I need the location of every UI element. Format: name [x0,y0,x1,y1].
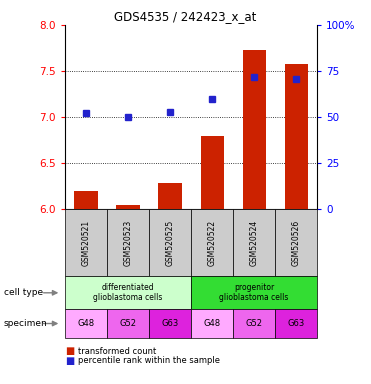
Text: differentiated
glioblastoma cells: differentiated glioblastoma cells [93,283,162,303]
Bar [158,184,181,209]
Text: G52: G52 [119,319,137,328]
Text: G48: G48 [78,319,95,328]
Text: percentile rank within the sample: percentile rank within the sample [78,356,220,366]
Text: GSM520522: GSM520522 [208,220,217,266]
Bar [243,50,266,209]
Text: progenitor
glioblastoma cells: progenitor glioblastoma cells [220,283,289,303]
Text: specimen: specimen [4,319,47,328]
Text: cell type: cell type [4,288,43,297]
Text: GDS4535 / 242423_x_at: GDS4535 / 242423_x_at [114,10,257,23]
Text: GSM520526: GSM520526 [292,220,301,266]
Text: G48: G48 [204,319,221,328]
Bar [285,64,308,209]
Text: GSM520521: GSM520521 [82,220,91,266]
Bar [74,191,98,209]
Text: transformed count: transformed count [78,347,156,356]
Text: GSM520523: GSM520523 [124,220,132,266]
Bar [200,136,224,209]
Text: GSM520525: GSM520525 [165,220,174,266]
Text: G63: G63 [288,319,305,328]
Text: G63: G63 [161,319,179,328]
Bar [116,205,139,209]
Text: GSM520524: GSM520524 [250,220,259,266]
Text: G52: G52 [246,319,263,328]
Text: ■: ■ [65,356,74,366]
Text: ■: ■ [65,346,74,356]
